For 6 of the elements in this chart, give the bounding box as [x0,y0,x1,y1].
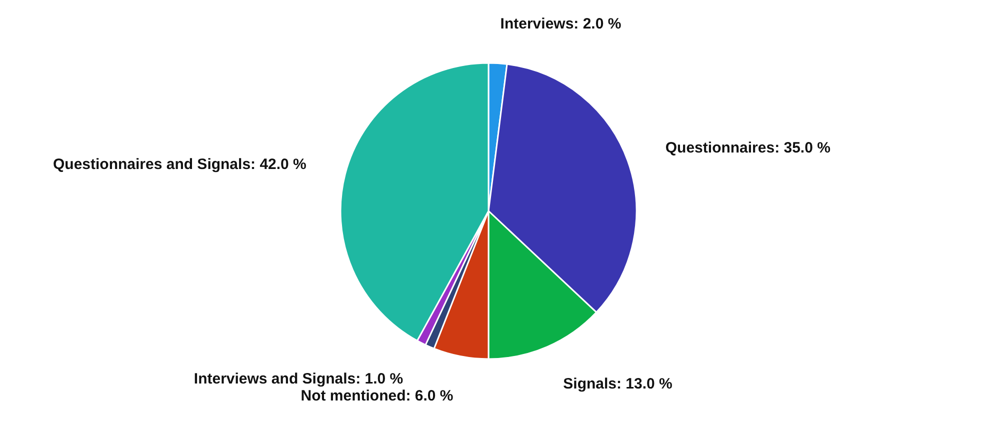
slice-label: Questionnaires and Signals: 42.0 % [52,156,306,174]
slice-label: Interviews: 2.0 % [500,15,622,32]
slice-label: Questionnaires: 35.0 % [665,139,830,156]
slice-label: Signals: 13.0 % [563,376,672,393]
slice-label: Not mentioned: 6.0 % [300,388,454,405]
slice-label: Interviews and Signals: 1.0 % [194,370,404,388]
